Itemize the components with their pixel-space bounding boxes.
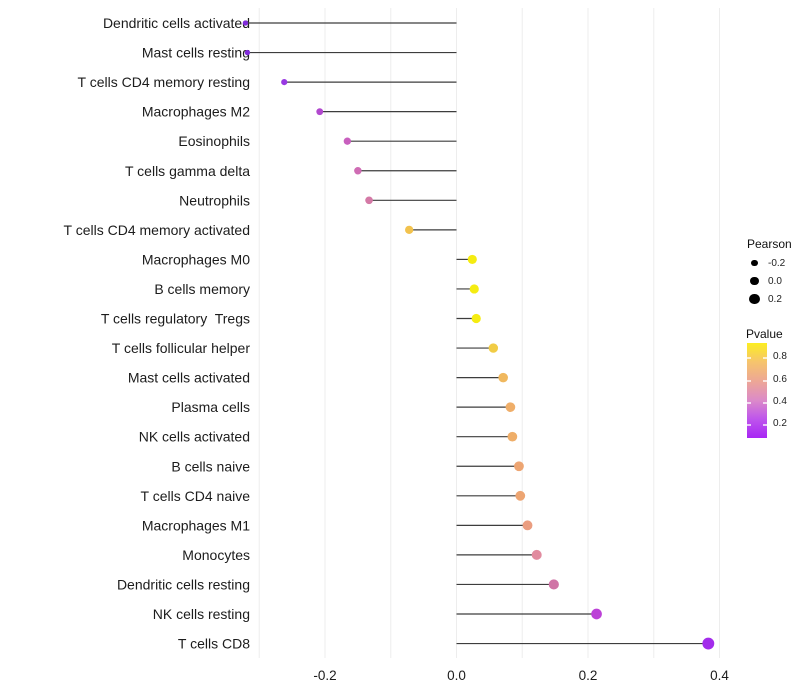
pearson-legend-entry: 0.0 [747,272,785,290]
lollipop-point [365,196,373,205]
pvalue-bar-tick [747,357,751,359]
lollipop-point [469,284,479,294]
category-label: Plasma cells [171,399,250,415]
pvalue-tick-label: 0.4 [773,396,787,407]
lollipop-point [507,431,518,442]
category-label: NK cells resting [153,606,250,622]
pvalue-tick-label: 0.6 [773,374,787,385]
lollipop-point [505,402,516,412]
x-tick-label: 0.4 [710,668,729,683]
lollipop-point [405,225,414,234]
lollipop-point [522,520,533,531]
lollipop-point [343,137,352,145]
pearson-legend-title: Pearson [747,237,792,251]
category-label: Dendritic cells resting [117,576,250,592]
pearson-legend-entry: -0.2 [747,254,785,272]
lollipop-point [242,20,249,26]
category-label: T cells CD4 memory resting [78,74,250,90]
pearson-size-legend: -0.2 0.0 0.2 [747,254,785,308]
legend-size-dot [751,259,758,267]
legend-size-dot-box [747,293,762,305]
pvalue-bar-tick [763,402,767,404]
category-label: Monocytes [182,547,250,563]
pvalue-tick-label: 0.2 [773,418,787,429]
lollipop-point [467,254,477,264]
pvalue-legend-title: Pvalue [746,327,783,341]
pearson-legend-entry: 0.2 [747,290,785,308]
lollipop-point [531,549,542,560]
x-tick-label: 0.2 [579,668,598,683]
lollipop-point [498,372,508,383]
lollipop-point [354,167,362,175]
x-tick-label: 0.0 [447,668,466,683]
lollipop-point [488,343,499,353]
lollipop-point [702,637,715,650]
category-label: B cells memory [154,281,250,297]
pvalue-bar-tick [747,380,751,382]
category-label: B cells naive [171,458,250,474]
legend-size-label: 0.0 [768,275,782,287]
category-label: T cells CD4 naive [141,488,251,504]
category-label: NK cells activated [139,429,250,445]
category-label: Macrophages M2 [142,104,250,120]
pvalue-bar-tick [747,402,751,404]
category-label: Macrophages M1 [142,517,250,533]
lollipop-point [471,313,481,324]
lollipop-point [244,49,251,56]
pvalue-bar-tick [763,424,767,426]
category-label: T cells gamma delta [125,163,250,179]
lollipop-point [281,79,288,86]
category-label: Eosinophils [178,133,250,149]
lollipop-point [514,461,524,472]
pvalue-tick-label: 0.8 [773,351,787,362]
category-label: T cells CD8 [178,636,250,652]
legend-size-label: -0.2 [768,257,786,269]
legend-size-dot-box [747,259,762,267]
legend-size-dot [749,293,760,305]
category-label: T cells follicular helper [112,340,251,356]
lollipop-point [591,608,602,620]
pvalue-bar-tick [763,357,767,359]
legend-size-dot-box [747,276,762,286]
category-label: T cells CD4 memory activated [64,222,250,238]
legend-size-dot [750,276,759,286]
category-label: Dendritic cells activated [103,15,250,31]
x-tick-label: -0.2 [313,668,336,683]
category-label: Macrophages M0 [142,251,250,267]
lollipop-point [515,490,526,501]
category-label: Mast cells activated [128,370,250,386]
lollipop-point [548,579,559,590]
category-label: Neutrophils [179,192,250,208]
category-label: T cells regulatory Tregs [101,311,250,327]
legend-size-label: 0.2 [768,293,782,305]
pvalue-bar-tick [747,424,751,426]
pvalue-bar-tick [763,380,767,382]
pvalue-gradient-bar [747,343,767,438]
category-label: Mast cells resting [142,45,250,61]
lollipop-point [316,108,324,116]
